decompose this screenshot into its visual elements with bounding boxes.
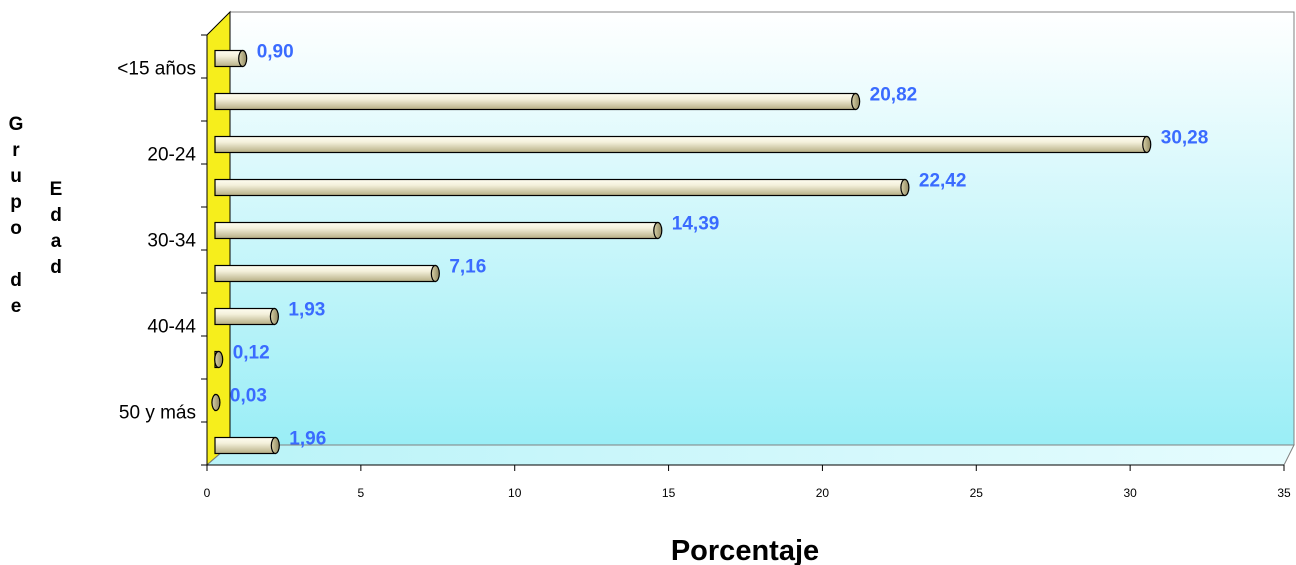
bar-end-cap <box>211 393 221 412</box>
bar-end-cap <box>430 264 440 283</box>
bar <box>214 221 663 240</box>
data-label: 14,39 <box>672 214 720 235</box>
y-axis-title-letter: e <box>10 296 22 317</box>
data-label: 1,93 <box>288 300 325 321</box>
bar <box>214 264 440 283</box>
y-axis-title-letter <box>7 242 25 268</box>
bar-end-cap <box>238 49 248 68</box>
x-tick-label: 0 <box>204 486 211 500</box>
y-axis-title-letter: d <box>50 257 62 278</box>
y-category-label: 20-24 <box>147 145 196 166</box>
bar-body <box>214 307 275 326</box>
category-labels: <15 años 20-24 30-34 40-44 50 y más <box>117 59 196 424</box>
bar <box>214 307 279 326</box>
bar-body <box>214 135 1148 154</box>
bar-series <box>211 49 1152 455</box>
bar <box>214 135 1152 154</box>
bar-end-cap <box>653 221 663 240</box>
bar-end-cap <box>214 350 224 369</box>
bar-body <box>214 436 276 455</box>
y-axis-title-letter: G <box>8 114 24 135</box>
bar-body <box>214 221 659 240</box>
y-category-label: 40-44 <box>147 317 196 338</box>
bar <box>214 350 224 369</box>
y-axis-title-letter: a <box>50 231 62 252</box>
x-tick-label: 30 <box>1123 486 1137 500</box>
data-label: 0,03 <box>230 386 267 407</box>
y-axis-title-letter: o <box>10 218 22 239</box>
bar-body <box>214 178 906 197</box>
data-label: 30,28 <box>1161 128 1209 149</box>
bar <box>214 49 248 68</box>
bar <box>214 436 280 455</box>
bar-body <box>214 92 857 111</box>
y-axis-title-letter: d <box>50 205 62 226</box>
x-tick-label: 35 <box>1277 486 1291 500</box>
bar-end-cap <box>1142 135 1152 154</box>
bar <box>211 393 221 412</box>
y-axis-title-letter: E <box>49 179 63 200</box>
y-axis-title-letter: u <box>10 166 22 187</box>
y-category-label: 30-34 <box>147 231 196 252</box>
x-tick-label: 10 <box>508 486 522 500</box>
data-labels: 0,90 20,82 30,28 22,42 14,39 7,16 1,93 0,12 0,03… <box>230 42 1208 450</box>
data-label: 7,16 <box>449 257 486 278</box>
y-category-label: 50 y más <box>119 403 196 424</box>
y-axis-ticks <box>201 34 207 466</box>
data-label: 20,82 <box>870 85 918 106</box>
x-tick-label: 20 <box>816 486 830 500</box>
bar-end-cap <box>900 178 910 197</box>
bar-body <box>214 264 436 283</box>
y-category-label: <15 años <box>117 59 196 80</box>
data-label: 0,12 <box>233 343 270 364</box>
data-label: 0,90 <box>257 42 294 63</box>
x-axis-ticks: 0 5 10 15 20 25 30 35 <box>204 465 1291 500</box>
y-axis-title-letter: d <box>10 270 22 291</box>
bar <box>214 92 861 111</box>
bar <box>214 178 910 197</box>
x-tick-label: 25 <box>970 486 984 500</box>
x-tick-label: 5 <box>358 486 365 500</box>
x-tick-label: 15 <box>662 486 676 500</box>
data-label: 22,42 <box>919 171 967 192</box>
bar-end-cap <box>270 436 280 455</box>
bar-end-cap <box>269 307 279 326</box>
bar-end-cap <box>851 92 861 111</box>
y-axis-title-letter: p <box>10 192 22 213</box>
x-axis-title: Porcentaje <box>671 535 819 565</box>
floor <box>205 444 1295 466</box>
data-label: 1,96 <box>289 429 326 450</box>
y-axis-title-letter: r <box>12 140 20 161</box>
